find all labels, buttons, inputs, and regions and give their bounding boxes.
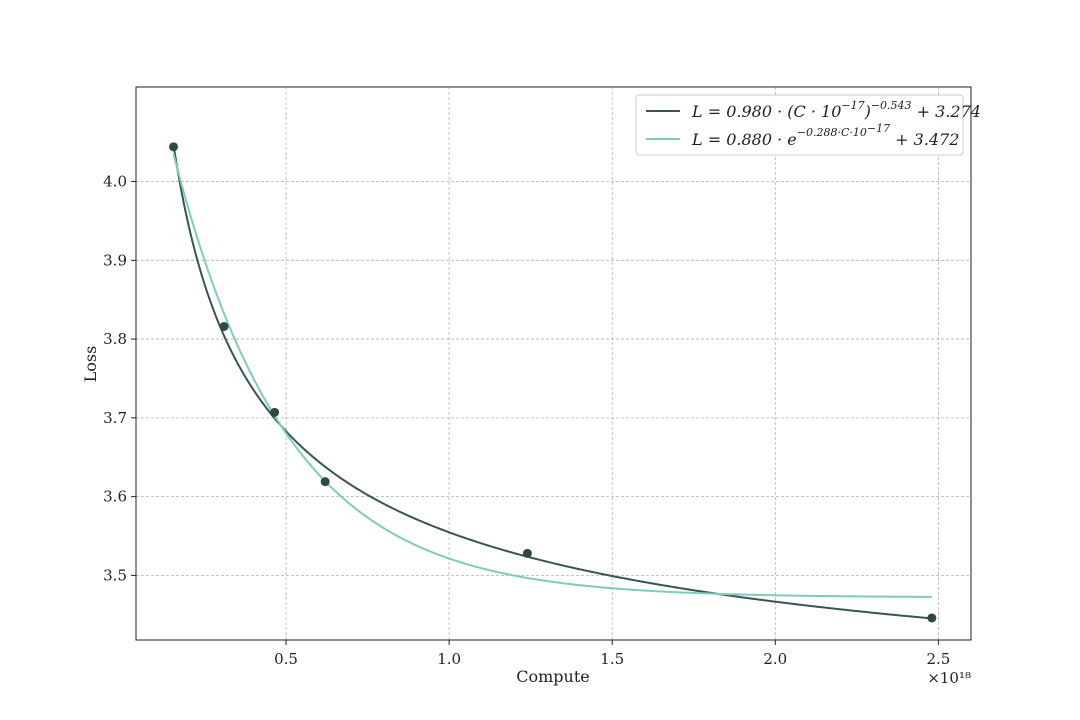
legend-label-power-fit: L = 0.980 · (C · 10−17)−0.543 + 3.274 (691, 99, 981, 121)
x-axis-multiplier: ×10¹⁸ (927, 669, 971, 687)
legend-label-exponential-fit: L = 0.880 · e−0.288·C·10−17 + 3.472 (691, 122, 959, 149)
data-points (169, 142, 937, 623)
data-point (169, 142, 179, 152)
data-point (522, 548, 532, 558)
legend-box (635, 94, 964, 156)
grid-lines (136, 87, 971, 640)
y-tick-label: 4.0 (103, 173, 127, 191)
data-point (219, 321, 229, 331)
data-point (270, 407, 280, 417)
x-tick-label: 0.5 (274, 650, 298, 668)
exponential-fit-line (172, 153, 932, 598)
y-tick-label: 3.9 (103, 251, 127, 269)
y-tick-label: 3.7 (103, 409, 127, 427)
x-tick-label: 1.0 (437, 650, 461, 668)
axis-ticks: 0.5 1.0 1.5 2.0 2.5 3.5 3.6 3.7 3.8 3.9 4.0 (103, 173, 950, 668)
y-axis-title: Loss (81, 346, 100, 383)
data-point (927, 613, 937, 623)
legend: L = 0.980 · (C · 10−17)−0.543 + 3.274 L … (635, 94, 981, 156)
data-point (320, 477, 330, 487)
fit-curves (172, 144, 932, 620)
x-tick-label: 1.5 (600, 650, 624, 668)
x-tick-label: 2.0 (763, 650, 787, 668)
y-tick-label: 3.6 (103, 488, 127, 506)
power-fit-line (172, 144, 932, 620)
x-axis-title: Compute (516, 667, 590, 686)
x-tick-label: 2.5 (926, 650, 950, 668)
y-tick-label: 3.5 (103, 566, 127, 584)
plot-frame (135, 86, 972, 641)
y-tick-label: 3.8 (103, 330, 127, 348)
